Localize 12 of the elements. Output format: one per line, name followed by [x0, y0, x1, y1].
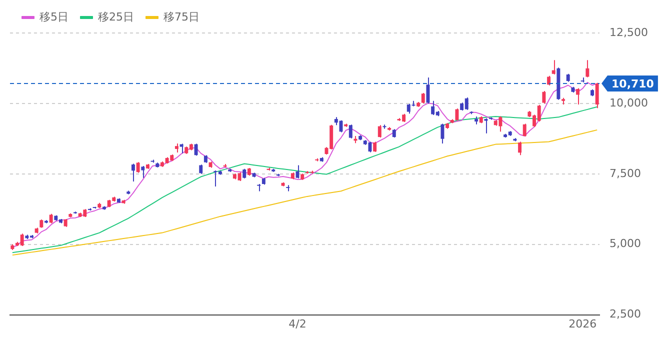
legend-label: 移25日 [98, 10, 134, 24]
candlestick [73, 211, 77, 214]
ref-line-label: 10,710 [612, 77, 654, 90]
y-tick-label: 2,500 [610, 308, 642, 321]
y-tick-label: 5,000 [610, 237, 642, 250]
x-tick-label: 4/2 [288, 317, 306, 330]
x-tick-label: 2026 [568, 317, 597, 330]
y-tick-label: 7,500 [610, 166, 642, 180]
y-tick-label: 12,500 [610, 26, 648, 39]
legend-label: 移75日 [163, 10, 200, 24]
y-tick-label: 10,000 [610, 96, 648, 110]
legend-label: 移5日 [40, 10, 68, 24]
